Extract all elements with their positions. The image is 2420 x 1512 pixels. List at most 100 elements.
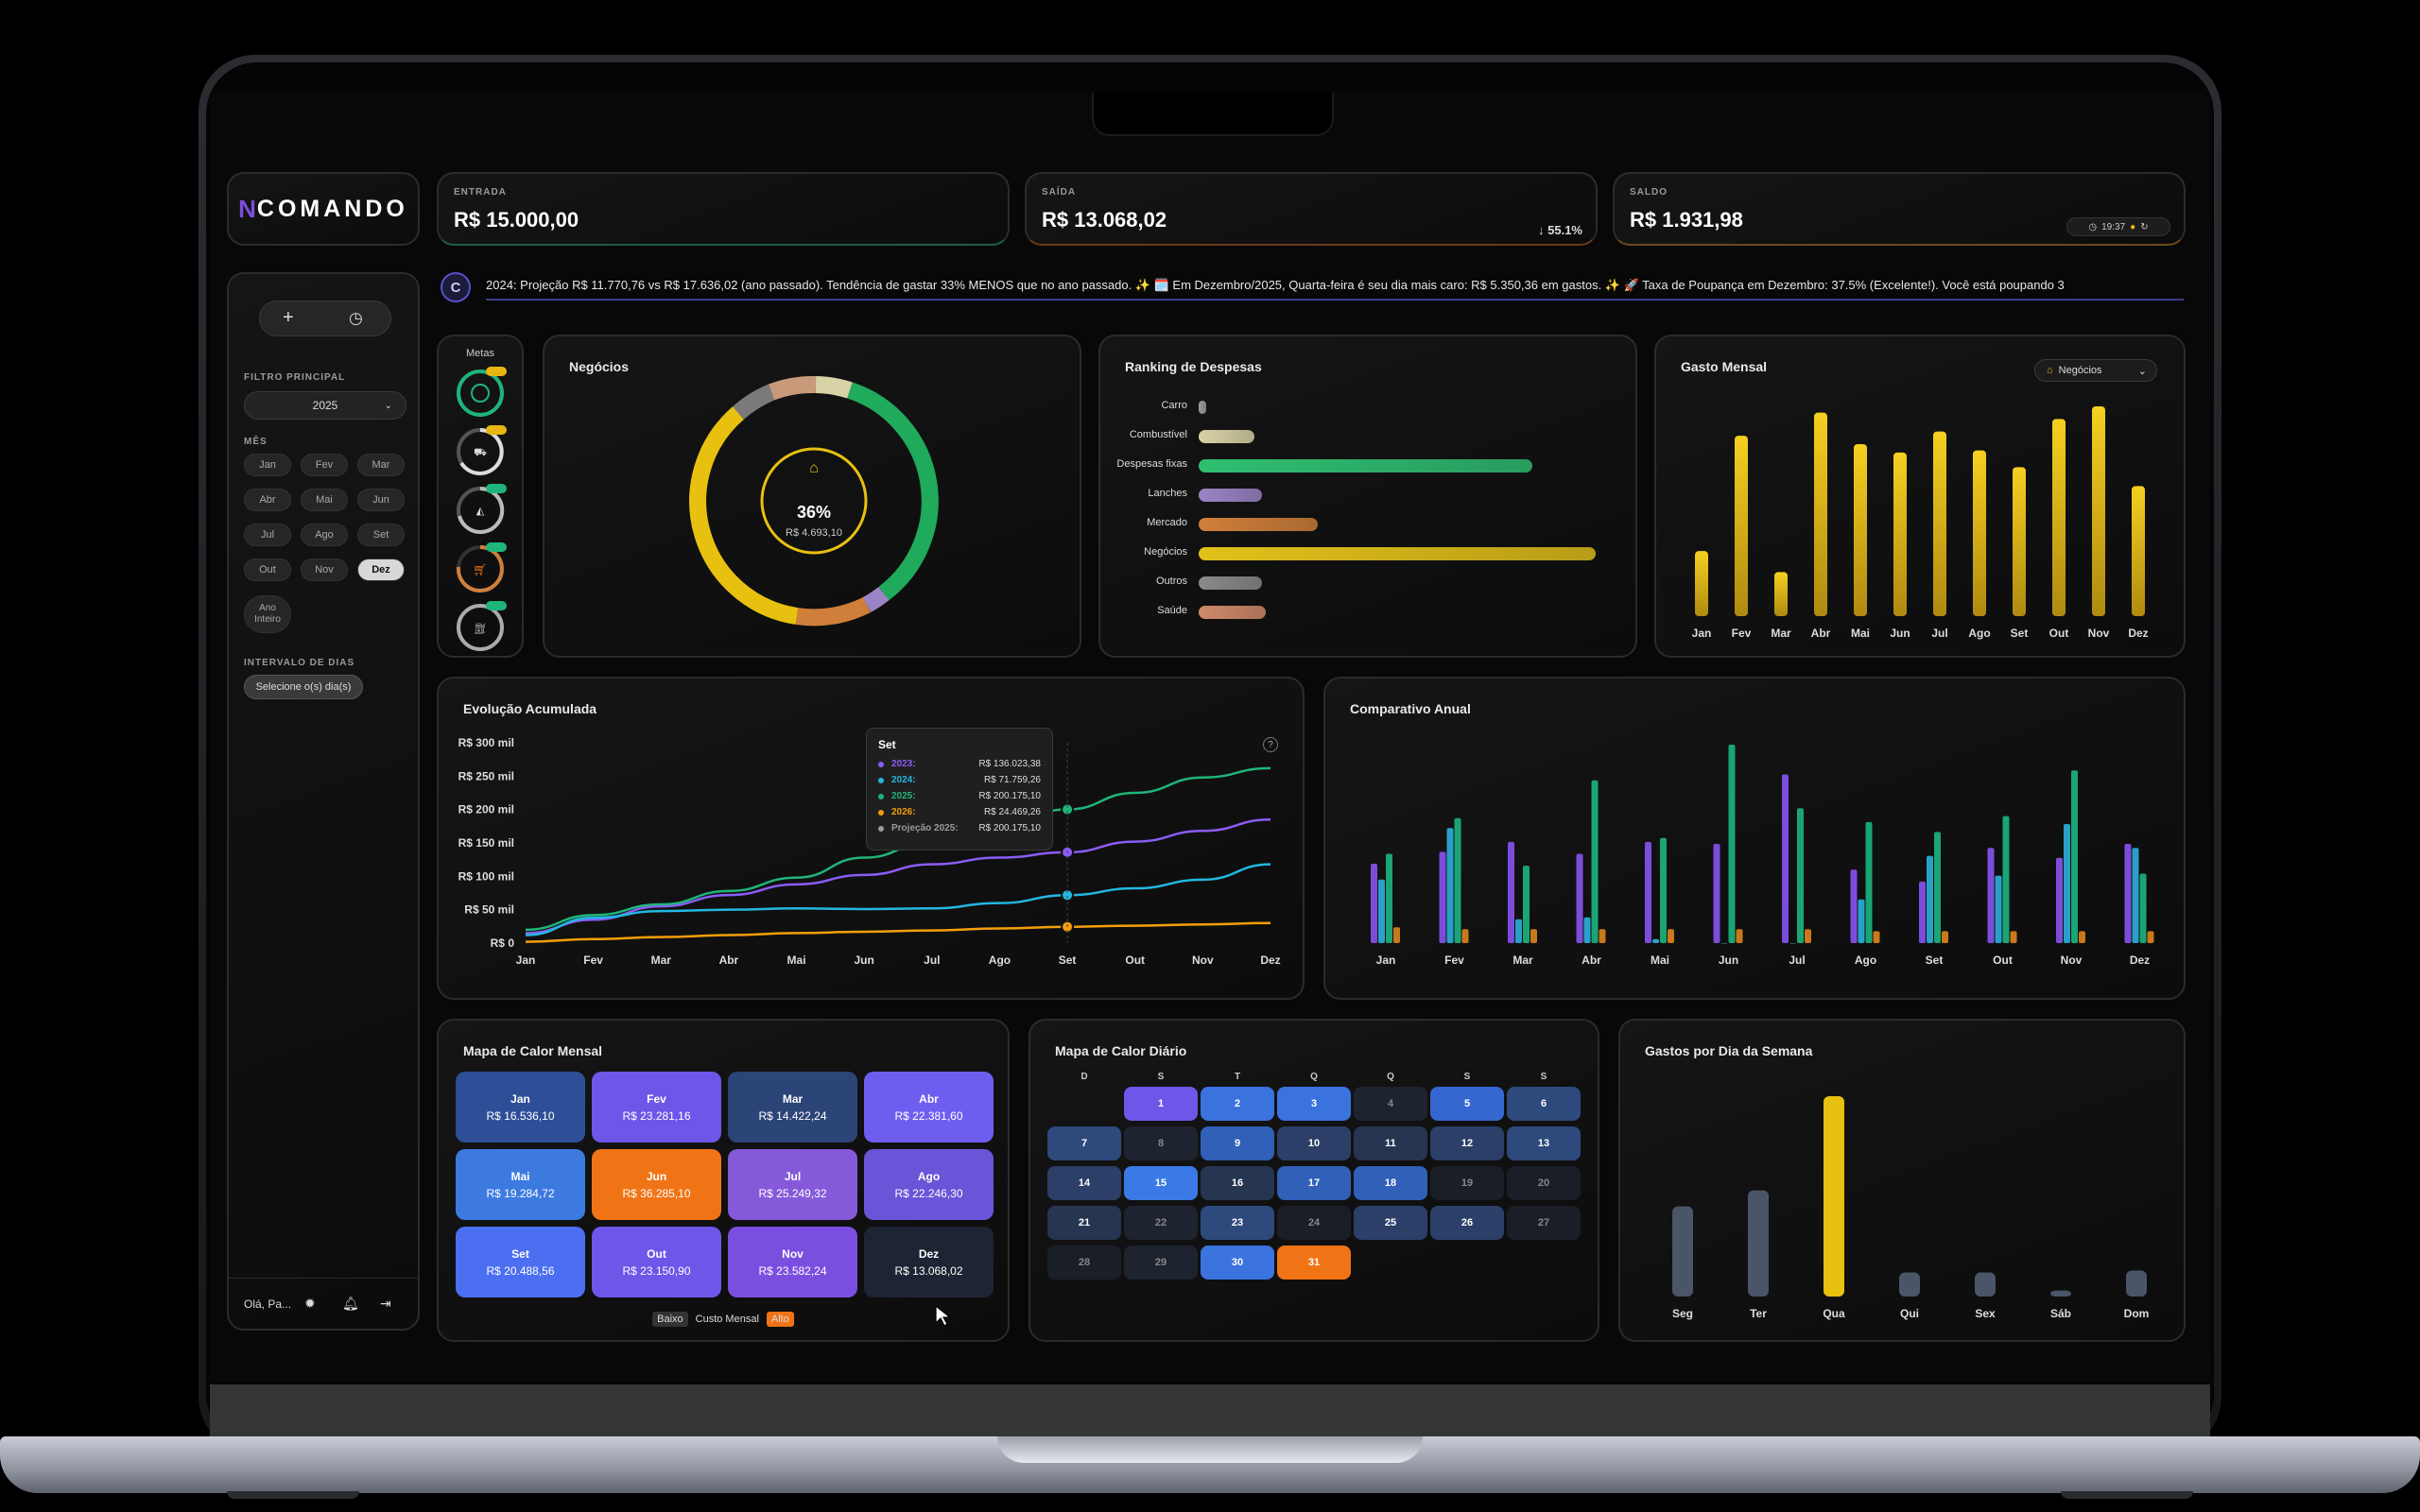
bar[interactable] (1893, 452, 1907, 616)
history-icon[interactable]: ◷ (349, 309, 363, 327)
bar[interactable] (2013, 467, 2026, 616)
month-pill-ago[interactable]: Ago (301, 524, 348, 546)
ranking-bar[interactable] (1199, 606, 1267, 619)
bar-2026[interactable] (2079, 931, 2085, 943)
day-cell[interactable]: 5 (1430, 1087, 1504, 1121)
help-icon[interactable]: ? (1263, 737, 1278, 752)
bar-2025[interactable] (1797, 808, 1804, 943)
bar-2023[interactable] (1987, 848, 1995, 943)
day-cell[interactable]: 11 (1354, 1126, 1427, 1160)
bar-2023[interactable] (1782, 774, 1789, 944)
bar[interactable] (1854, 443, 1867, 616)
month-pill-jan[interactable]: Jan (244, 454, 291, 476)
heatmap-cell-jun[interactable]: Jun R$ 36.285,10 (592, 1149, 721, 1220)
donut-segment[interactable] (795, 596, 872, 627)
month-pill-mai[interactable]: Mai (301, 489, 348, 511)
month-pill-fev[interactable]: Fev (301, 454, 348, 476)
ranking-bar[interactable] (1199, 489, 1263, 502)
month-pill-dez[interactable]: Dez (357, 558, 405, 581)
bar[interactable] (2132, 486, 2145, 616)
day-cell[interactable]: 23 (1201, 1206, 1274, 1240)
bar-2026[interactable] (2010, 931, 2017, 943)
bar-2024[interactable] (1583, 917, 1591, 943)
month-pill-jun[interactable]: Jun (357, 489, 405, 511)
bar[interactable] (1899, 1272, 1920, 1297)
day-cell[interactable]: 31 (1277, 1246, 1351, 1280)
bar-2025[interactable] (2139, 873, 2147, 944)
bar-2026[interactable] (1736, 929, 1743, 943)
bar-2024[interactable] (1652, 938, 1659, 943)
bar-2026[interactable] (1668, 929, 1674, 943)
day-cell[interactable]: 10 (1277, 1126, 1351, 1160)
negocios-donut[interactable]: ⌂ (544, 336, 1083, 660)
month-pill-out[interactable]: Out (244, 558, 291, 581)
month-pill-abr[interactable]: Abr (244, 489, 291, 511)
bar-2024[interactable] (1789, 943, 1796, 944)
donut-segment[interactable] (768, 375, 817, 401)
donut-segment[interactable] (689, 406, 799, 625)
bar[interactable] (1824, 1096, 1844, 1297)
day-cell[interactable]: 16 (1201, 1166, 1274, 1200)
day-cell[interactable]: 28 (1047, 1246, 1121, 1280)
ranking-bar[interactable] (1199, 459, 1532, 472)
bell-icon[interactable]: 🔔︎ (342, 1296, 359, 1311)
heatmap-cell-abr[interactable]: Abr R$ 22.381,60 (864, 1072, 994, 1143)
bar-2025[interactable] (1728, 745, 1736, 943)
full-year-button[interactable]: Ano Inteiro (244, 595, 291, 633)
day-cell[interactable]: 21 (1047, 1206, 1121, 1240)
bar-2026[interactable] (2147, 931, 2154, 943)
bar-2023[interactable] (1645, 841, 1651, 943)
bar[interactable] (1973, 450, 1986, 616)
day-cell[interactable]: 25 (1354, 1206, 1427, 1240)
bar[interactable] (1748, 1190, 1769, 1297)
interval-button[interactable]: Selecione o(s) dia(s) (244, 675, 363, 699)
donut-segment[interactable] (815, 376, 853, 399)
month-pill-mar[interactable]: Mar (357, 454, 405, 476)
bar[interactable] (2126, 1270, 2147, 1297)
ranking-bar[interactable] (1199, 401, 1207, 414)
bar-2024[interactable] (1927, 855, 1933, 943)
bar-2025[interactable] (1523, 866, 1530, 943)
day-cell[interactable]: 3 (1277, 1087, 1351, 1121)
day-cell[interactable]: 17 (1277, 1166, 1351, 1200)
heatmap-cell-mar[interactable]: Mar R$ 14.422,24 (728, 1072, 857, 1143)
day-cell[interactable]: 26 (1430, 1206, 1504, 1240)
day-cell[interactable]: 29 (1124, 1246, 1198, 1280)
month-pill-set[interactable]: Set (357, 524, 405, 546)
heatmap-cell-mai[interactable]: Mai R$ 19.284,72 (456, 1149, 585, 1220)
bar-2025[interactable] (1386, 853, 1392, 944)
day-cell[interactable]: 22 (1124, 1206, 1198, 1240)
bar[interactable] (1774, 572, 1788, 616)
assistant-avatar[interactable]: C (441, 272, 471, 302)
bar-2026[interactable] (1393, 927, 1400, 943)
day-cell[interactable]: 4 (1354, 1087, 1427, 1121)
day-cell[interactable]: 7 (1047, 1126, 1121, 1160)
heatmap-cell-dez[interactable]: Dez R$ 13.068,02 (864, 1227, 994, 1297)
bar[interactable] (2052, 419, 2066, 616)
heatmap-cell-jan[interactable]: Jan R$ 16.536,10 (456, 1072, 585, 1143)
day-cell[interactable]: 2 (1201, 1087, 1274, 1121)
day-cell[interactable]: 14 (1047, 1166, 1121, 1200)
bar-2023[interactable] (1508, 841, 1514, 943)
month-pill-jul[interactable]: Jul (244, 524, 291, 546)
day-cell[interactable]: 6 (1507, 1087, 1581, 1121)
bar-2023[interactable] (1850, 869, 1858, 943)
user-greeting[interactable]: Olá, Pa... (244, 1297, 292, 1311)
heatmap-cell-nov[interactable]: Nov R$ 23.582,24 (728, 1227, 857, 1297)
bar[interactable] (1933, 431, 1946, 616)
heatmap-cell-ago[interactable]: Ago R$ 22.246,30 (864, 1149, 994, 1220)
bar-2024[interactable] (1446, 828, 1454, 943)
heatmap-cell-set[interactable]: Set R$ 20.488,56 (456, 1227, 585, 1297)
bar-2023[interactable] (1576, 853, 1583, 944)
day-cell[interactable]: 27 (1507, 1206, 1581, 1240)
year-select[interactable]: 2025 ⌄ (244, 391, 406, 420)
goal-ring[interactable]: ◭ (457, 484, 507, 534)
goal-ring[interactable] (457, 367, 507, 417)
goal-ring[interactable]: ⛽︎ (457, 601, 507, 651)
add-icon[interactable]: + (283, 307, 294, 328)
bar-2025[interactable] (2071, 770, 2078, 943)
bar-2025[interactable] (2002, 816, 2010, 943)
bar-2023[interactable] (1439, 851, 1446, 943)
month-pill-nov[interactable]: Nov (301, 558, 348, 581)
refresh-icon[interactable]: ↻ (2140, 221, 2149, 232)
